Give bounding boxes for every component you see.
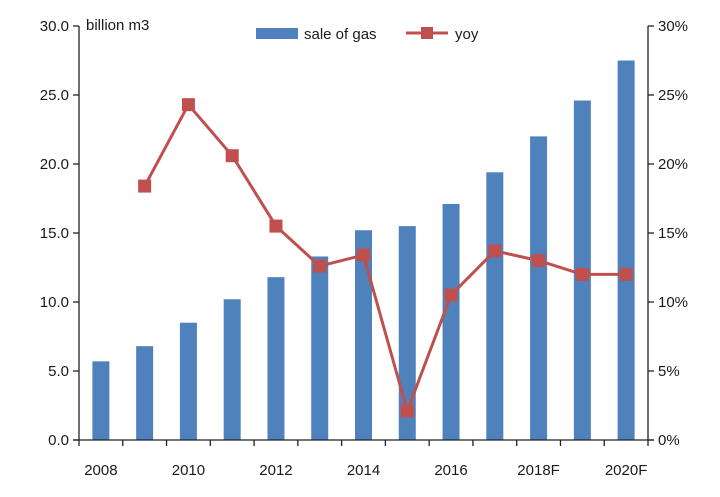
bar-2018F [530,136,548,440]
left-tick-label: 0.0 [48,432,69,449]
right-tick-label: 0% [658,432,680,449]
yoy-marker-2011 [225,149,239,163]
yoy-marker-2012 [269,219,283,233]
legend-bar-swatch [256,28,298,39]
bar-2016 [442,204,460,440]
bar-2017 [486,172,504,440]
right-tick-label: 30% [658,18,688,35]
bar-2008 [92,361,110,440]
yoy-marker-2009 [138,179,152,193]
yoy-marker-2017 [488,244,502,258]
unit-label: billion m3 [86,17,149,34]
yoy-marker-2014 [357,248,370,262]
legend: sale of gas yoy [256,26,479,43]
bar-2020F [617,60,635,440]
legend-marker-swatch [421,27,433,39]
x-tick-label: 2018F [517,462,560,479]
x-tick-label: 2008 [84,462,117,479]
bar-2009 [136,346,154,440]
yoy-marker-2016 [444,288,458,302]
bar-2012 [267,277,285,440]
bar-2014 [355,230,372,440]
yoy-marker-2020F [619,267,633,281]
yoy-marker-2013 [313,259,327,273]
right-tick-label: 5% [658,363,680,380]
plot-area: 0.0 5.0 10.0 15.0 20.0 25.0 30.0 0% 5% 10% 15% 20% 2… [40,18,688,479]
x-tick-label: 2010 [172,462,205,479]
x-tick-label: 2012 [259,462,292,479]
left-tick-label: 25.0 [40,87,69,104]
left-tick-label: 20.0 [40,156,69,173]
left-tick-label: 10.0 [40,294,69,311]
yoy-marker-2018F [532,254,546,268]
x-tick-label: 2014 [347,462,380,479]
yoy-marker-2019F [575,267,589,281]
bar-2011 [223,299,241,440]
yoy-marker-2010 [181,98,195,112]
x-tick-label: 2020F [605,462,648,479]
x-tick-label: 2016 [434,462,467,479]
yoy-line [143,103,627,413]
bar-2015 [398,226,416,440]
right-tick-label: 10% [658,294,688,311]
right-tick-label: 25% [658,87,688,104]
bar-2013 [311,256,329,440]
legend-label-sale-of-gas: sale of gas [304,26,377,43]
yoy-marker-2015 [400,404,414,418]
left-tick-label: 15.0 [40,225,69,242]
legend-label-yoy: yoy [455,26,479,43]
right-tick-label: 15% [658,225,688,242]
left-tick-label: 30.0 [40,18,69,35]
bar-2010 [179,322,197,440]
left-tick-label: 5.0 [48,363,69,380]
right-tick-label: 20% [658,156,688,173]
